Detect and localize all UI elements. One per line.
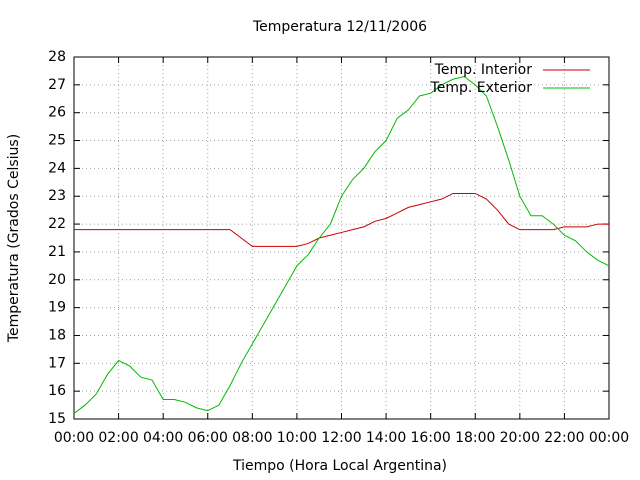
x-tick-label: 20:00 (500, 430, 540, 446)
plot-border (73, 56, 610, 420)
y-tick-label: 15 (48, 411, 66, 427)
x-tick-label: 00:00 (54, 430, 94, 446)
data-line (74, 192, 609, 247)
y-tick-label: 25 (48, 133, 66, 149)
x-tick-label: 16:00 (410, 430, 450, 446)
y-tick-label: 17 (48, 355, 66, 371)
y-tick-label: 21 (48, 244, 66, 260)
y-axis-label: Temperatura (Grados Celsius) (6, 134, 22, 343)
legend-label: Temp. Interior (434, 62, 533, 78)
x-tick-label: 04:00 (143, 430, 183, 446)
legend-label: Temp. Exterior (430, 80, 533, 96)
x-tick-label: 18:00 (455, 430, 495, 446)
data-line (73, 75, 610, 414)
x-tick-label: 22:00 (544, 430, 584, 446)
x-tick-label: 10:00 (277, 430, 317, 446)
y-tick-label: 18 (48, 327, 66, 343)
x-axis-label: Tiempo (Hora Local Argentina) (232, 458, 447, 474)
x-tick-label: 00:00 (589, 430, 629, 446)
y-tick-label: 22 (48, 216, 66, 232)
x-tick-label: 02:00 (98, 430, 138, 446)
x-tick-label: 14:00 (366, 430, 406, 446)
y-tick-label: 23 (48, 188, 66, 204)
y-tick-label: 16 (48, 383, 66, 399)
x-tick-label: 12:00 (321, 430, 361, 446)
y-tick-label: 20 (48, 272, 66, 288)
y-tick-label: 24 (48, 160, 66, 176)
y-tick-label: 26 (48, 105, 66, 121)
y-tick-label: 27 (48, 77, 66, 93)
y-tick-label: 28 (48, 49, 66, 65)
y-tick-label: 19 (48, 300, 66, 316)
x-tick-label: 08:00 (232, 430, 272, 446)
chart-title: Temperatura 12/11/2006 (252, 19, 427, 35)
x-tick-label: 06:00 (188, 430, 228, 446)
